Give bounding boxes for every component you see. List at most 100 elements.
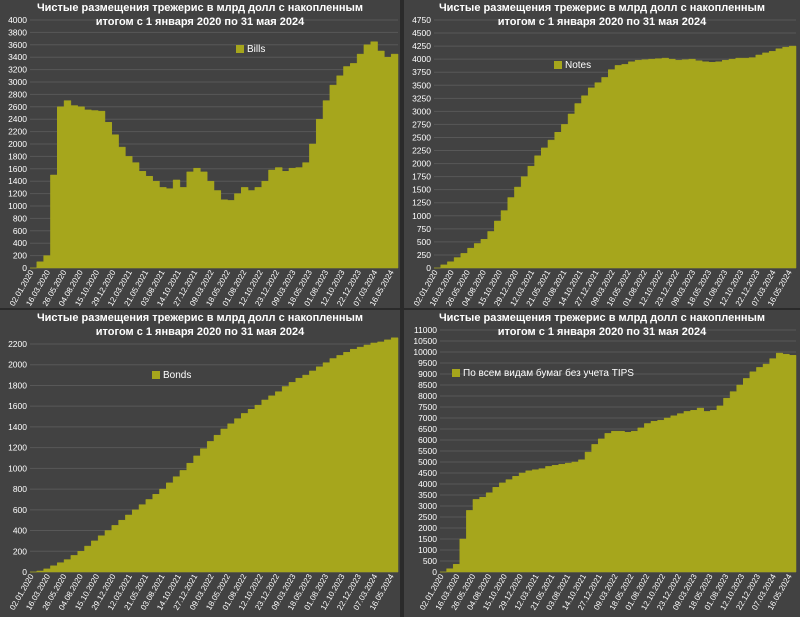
y-tick-label: 200	[13, 546, 27, 556]
y-tick-label: 1200	[8, 443, 27, 453]
y-tick-label: 750	[417, 224, 431, 234]
y-tick-label: 8000	[418, 391, 437, 401]
chart-title: итогом с 1 января 2020 по 31 мая 2024	[96, 16, 305, 28]
chart-panel-4: 0500100015002000250030003500400045005000…	[404, 310, 800, 617]
y-tick-label: 9500	[418, 358, 437, 368]
y-tick-label: 4250	[412, 41, 431, 51]
y-tick-label: 3000	[418, 501, 437, 511]
y-tick-label: 3000	[8, 77, 27, 87]
y-tick-label: 3500	[412, 80, 431, 90]
legend-swatch	[452, 369, 460, 377]
y-tick-label: 3500	[418, 490, 437, 500]
y-tick-label: 1000	[418, 545, 437, 555]
chart-title: Чистые размещения трежерис в млрд долл с…	[439, 312, 765, 324]
y-tick-label: 4500	[418, 468, 437, 478]
y-tick-label: 250	[417, 250, 431, 260]
y-tick-label: 1000	[8, 463, 27, 473]
y-tick-label: 3750	[412, 67, 431, 77]
chart-panel-2: 0 250 500 750 1000 1250 1500 1750 2000 2250 2500 27…	[404, 0, 800, 308]
y-tick-label: 2500	[418, 512, 437, 522]
y-tick-label: 2750	[412, 119, 431, 129]
legend-swatch	[236, 45, 244, 53]
chart-panel-1: 0 200 400 600 800 1000 1200 1400 1600 1800 2000 220…	[0, 0, 400, 308]
y-tick-label: 11000	[414, 325, 437, 335]
y-tick-label: 2200	[8, 339, 27, 349]
chart-title: итогом с 1 января 2020 по 31 мая 2024	[498, 16, 707, 28]
y-tick-label: 7500	[418, 402, 437, 412]
y-tick-label: 4000	[412, 54, 431, 64]
y-tick-label: 2000	[8, 139, 27, 149]
y-tick-label: 800	[13, 484, 27, 494]
legend-label: Notes	[565, 60, 591, 71]
y-tick-label: 800	[13, 213, 27, 223]
legend-label: Bonds	[163, 370, 191, 381]
y-tick-label: 0	[22, 263, 27, 273]
y-tick-label: 500	[417, 237, 431, 247]
legend-swatch	[152, 371, 160, 379]
y-tick-label: 1600	[8, 164, 27, 174]
series-area-Bonds	[30, 337, 399, 573]
y-tick-label: 10000	[413, 347, 437, 357]
series-area-По всем видам бумаг без учета TIPS	[440, 352, 797, 573]
legend-label: По всем видам бумаг без учета TIPS	[463, 367, 634, 379]
y-tick-label: 400	[13, 526, 27, 536]
series-area-Bills	[30, 41, 399, 269]
y-tick-label: 1750	[412, 172, 431, 182]
y-tick-label: 600	[13, 505, 27, 515]
chart-title: Чистые размещения трежерис в млрд долл с…	[37, 2, 363, 14]
chart-title: итогом с 1 января 2020 по 31 мая 2024	[498, 326, 707, 338]
y-tick-label: 1000	[412, 211, 431, 221]
y-tick-label: 6000	[418, 435, 437, 445]
y-tick-label: 2400	[8, 114, 27, 124]
chart-title: Чистые размещения трежерис в млрд долл с…	[439, 2, 765, 14]
y-tick-label: 1500	[412, 185, 431, 195]
y-tick-label: 1800	[8, 151, 27, 161]
y-tick-label: 3400	[8, 52, 27, 62]
y-tick-label: 2250	[412, 146, 431, 156]
y-tick-label: 3800	[8, 27, 27, 37]
y-tick-label: 2000	[418, 523, 437, 533]
y-tick-label: 5000	[418, 457, 437, 467]
y-tick-label: 10500	[413, 336, 437, 346]
y-tick-label: 3600	[8, 40, 27, 50]
chart-title: Чистые размещения трежерис в млрд долл с…	[37, 312, 363, 324]
y-tick-label: 2000	[412, 159, 431, 169]
y-tick-label: 1800	[8, 380, 27, 390]
y-tick-label: 8500	[418, 380, 437, 390]
y-tick-label: 1400	[8, 176, 27, 186]
y-tick-label: 2500	[412, 132, 431, 142]
y-tick-label: 1500	[418, 534, 437, 544]
y-tick-label: 1400	[8, 422, 27, 432]
y-tick-label: 1600	[8, 401, 27, 411]
y-tick-label: 3250	[412, 93, 431, 103]
chart-title: итогом с 1 января 2020 по 31 мая 2024	[96, 326, 305, 338]
y-tick-label: 2800	[8, 89, 27, 99]
y-tick-label: 2200	[8, 127, 27, 137]
y-tick-label: 0	[426, 263, 431, 273]
y-tick-label: 0	[22, 567, 27, 577]
y-tick-label: 4000	[418, 479, 437, 489]
y-tick-label: 600	[13, 226, 27, 236]
series-area-Notes	[434, 45, 797, 269]
y-tick-label: 9000	[418, 369, 437, 379]
y-tick-label: 7000	[418, 413, 437, 423]
y-tick-label: 0	[432, 567, 437, 577]
y-tick-label: 3000	[412, 106, 431, 116]
y-tick-label: 5500	[418, 446, 437, 456]
y-tick-label: 200	[13, 251, 27, 261]
chart-panel-3: 0 200 400 600 800 1000 1200 1400 1600 1800 2000 220…	[0, 310, 400, 617]
y-tick-label: 6500	[418, 424, 437, 434]
y-tick-label: 2600	[8, 102, 27, 112]
legend-swatch	[554, 61, 562, 69]
y-tick-label: 1000	[8, 201, 27, 211]
y-tick-label: 3200	[8, 65, 27, 75]
y-tick-label: 2000	[8, 360, 27, 370]
y-tick-label: 1250	[412, 198, 431, 208]
legend-label: Bills	[247, 44, 265, 55]
y-tick-label: 1200	[8, 189, 27, 199]
y-tick-label: 4750	[412, 15, 431, 25]
y-tick-label: 500	[423, 556, 437, 566]
y-tick-label: 4000	[8, 15, 27, 25]
y-tick-label: 400	[13, 238, 27, 248]
